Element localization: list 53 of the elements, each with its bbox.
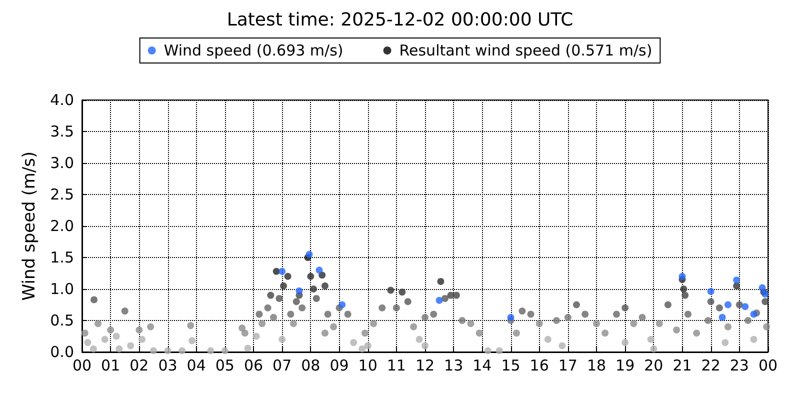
point bbox=[707, 288, 714, 296]
x-tick-label: 17 bbox=[558, 356, 578, 374]
point bbox=[306, 250, 313, 258]
point bbox=[296, 287, 303, 294]
x-tick-label: 05 bbox=[215, 356, 234, 374]
x-tick-label: 10 bbox=[358, 356, 378, 374]
point bbox=[338, 301, 346, 308]
x-tick-label: 02 bbox=[130, 356, 149, 374]
y-axis-title: Wind speed (m/s) bbox=[20, 151, 40, 301]
y-tick-label: 3.0 bbox=[50, 154, 74, 172]
point bbox=[718, 314, 726, 321]
y-tick-label: 1.5 bbox=[50, 248, 74, 266]
x-tick-label: 07 bbox=[272, 356, 292, 374]
point bbox=[758, 284, 766, 292]
point bbox=[436, 296, 443, 304]
point bbox=[733, 276, 740, 284]
x-tick-label: 03 bbox=[158, 356, 178, 374]
y-tick-label: 3.5 bbox=[50, 122, 74, 140]
x-tick-label: 23 bbox=[730, 356, 749, 374]
y-tick-label: 2.5 bbox=[50, 186, 74, 204]
x-tick-label: 04 bbox=[186, 356, 206, 374]
point bbox=[278, 268, 286, 275]
x-tick-label: 14 bbox=[472, 356, 492, 374]
x-tick-label: 19 bbox=[616, 356, 635, 374]
x-tick-label: 12 bbox=[415, 356, 435, 374]
x-tick-label: 00 bbox=[758, 356, 778, 374]
x-tick-label: 00 bbox=[72, 356, 92, 374]
point bbox=[742, 303, 749, 310]
y-tick-label: 0.0 bbox=[50, 343, 74, 361]
x-tick-label: 09 bbox=[330, 356, 349, 374]
y-tick-label: 0.5 bbox=[50, 312, 74, 330]
y-tick-label: 4.0 bbox=[50, 91, 74, 109]
x-tick-label: 13 bbox=[444, 356, 464, 374]
x-tick-label: 20 bbox=[644, 356, 664, 374]
x-tick-label: 22 bbox=[701, 356, 720, 374]
point bbox=[678, 272, 686, 280]
y-tick-label: 1.0 bbox=[50, 280, 74, 298]
point bbox=[316, 266, 323, 274]
point bbox=[750, 310, 758, 318]
legend-label: Resultant wind speed (0.571 m/s) bbox=[399, 42, 652, 60]
chart-title: Latest time: 2025-12-02 00:00:00 UTC bbox=[226, 10, 574, 30]
x-tick-label: 15 bbox=[501, 356, 520, 374]
legend-label: Wind speed (0.693 m/s) bbox=[164, 42, 344, 60]
x-tick-label: 16 bbox=[530, 356, 549, 374]
x-tick-label: 08 bbox=[301, 356, 320, 374]
x-tick-label: 18 bbox=[586, 356, 606, 374]
x-tick-label: 21 bbox=[672, 356, 692, 374]
point bbox=[507, 314, 514, 321]
point bbox=[724, 301, 732, 308]
y-tick-label: 2.0 bbox=[50, 217, 74, 235]
x-tick-label: 01 bbox=[101, 356, 120, 374]
x-tick-label: 06 bbox=[244, 356, 264, 374]
x-tick-label: 11 bbox=[386, 356, 406, 374]
